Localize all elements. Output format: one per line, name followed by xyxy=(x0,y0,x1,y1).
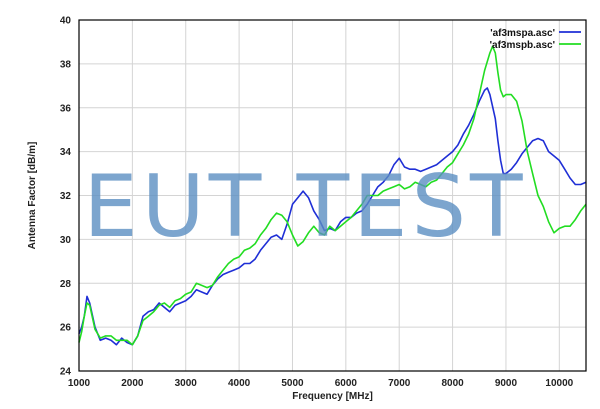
y-tick-label: 28 xyxy=(60,279,72,290)
x-tick-label: 7000 xyxy=(388,378,411,389)
legend-label: 'af3mspa.asc' xyxy=(490,28,555,39)
plot-frame xyxy=(78,19,587,372)
x-tick-label: 2000 xyxy=(121,378,144,389)
y-tick-labels: 24 26 28 30 32 34 36 38 40 xyxy=(60,16,72,378)
y-tick-label: 38 xyxy=(60,59,72,70)
x-tick-label: 4000 xyxy=(228,378,251,389)
watermark-text: EUT TEST xyxy=(83,157,526,257)
x-tick-label: 9000 xyxy=(495,378,518,389)
x-tick-label: 8000 xyxy=(441,378,464,389)
y-tick-label: 34 xyxy=(60,147,72,158)
y-tick-label: 32 xyxy=(60,191,72,202)
x-tick-label: 3000 xyxy=(175,378,198,389)
series-lines xyxy=(78,45,587,346)
y-tick-label: 30 xyxy=(60,235,72,246)
x-tick-labels: 1000 2000 3000 4000 5000 6000 7000 8000 9000 1000… xyxy=(68,378,574,389)
x-tick-label: 1000 xyxy=(68,378,91,389)
legend: 'af3mspa.asc''af3mspb.asc' xyxy=(490,28,581,51)
x-tick-label: 10000 xyxy=(545,378,573,389)
x-tick-label: 5000 xyxy=(281,378,304,389)
x-tick-label: 6000 xyxy=(335,378,358,389)
y-axis-label: Antenna Factor [dB/m] xyxy=(27,142,38,250)
series-line-2 xyxy=(78,45,587,346)
y-tick-label: 40 xyxy=(60,16,72,27)
y-tick-label: 24 xyxy=(60,367,72,378)
y-tick-label: 36 xyxy=(60,103,72,114)
y-tick-label: 26 xyxy=(60,323,72,334)
x-axis-label: Frequency [MHz] xyxy=(292,391,373,402)
legend-label: 'af3mspb.asc' xyxy=(490,40,555,51)
